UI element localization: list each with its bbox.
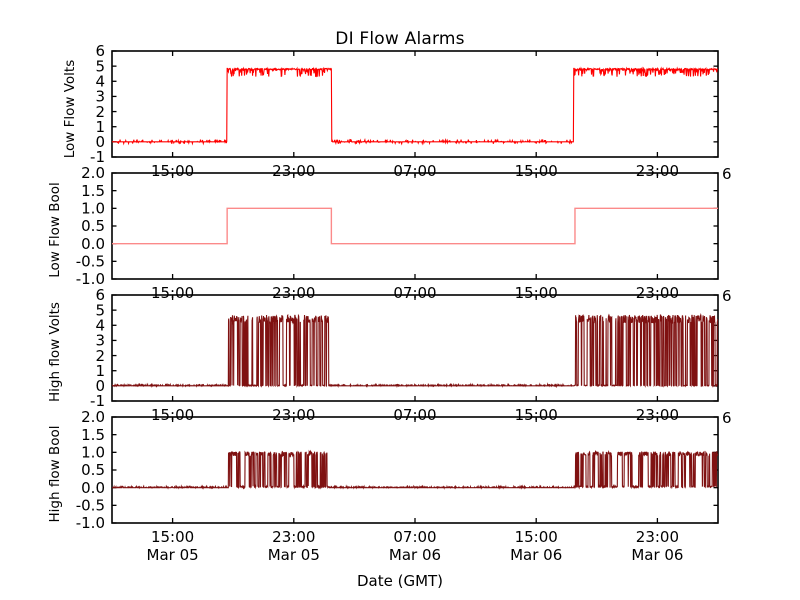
- ytick-label: 6: [95, 286, 105, 304]
- ytick-label: 0: [95, 133, 105, 151]
- ytick-label: 0: [95, 377, 105, 395]
- xtick-label-date: Mar 06: [631, 546, 683, 564]
- xtick-label-time: 15:00: [515, 406, 558, 424]
- ytick-label: 1.5: [81, 426, 105, 444]
- overflow-tick-label: 6: [722, 409, 732, 427]
- ytick-label: -0.5: [76, 497, 105, 515]
- xtick-label-time: 15:00: [515, 162, 558, 180]
- ytick-label: -0.5: [76, 253, 105, 271]
- ytick-label: 4: [95, 316, 105, 334]
- xtick-label-time: 23:00: [636, 162, 679, 180]
- ytick-label: 2.0: [81, 408, 105, 426]
- ytick-label: 2: [95, 347, 105, 365]
- ytick-label: 5: [95, 301, 105, 319]
- xtick-label-time: 23:00: [272, 528, 315, 546]
- signal-line-high-flow-volts: [112, 312, 718, 389]
- xtick-label-time: 07:00: [393, 162, 436, 180]
- xtick-label-time: 07:00: [393, 284, 436, 302]
- xtick-label-time: 15:00: [515, 284, 558, 302]
- xtick-label-time: 23:00: [636, 406, 679, 424]
- ytick-label: 6: [95, 42, 105, 60]
- ytick-label: -1.0: [76, 270, 105, 288]
- ytick-label: 0.0: [81, 479, 105, 497]
- ytick-label: 2.0: [81, 164, 105, 182]
- ytick-label: 1: [95, 362, 105, 380]
- ytick-label: 1.0: [81, 444, 105, 462]
- xtick-label-time: 15:00: [151, 406, 194, 424]
- axes-frame: [111, 172, 719, 280]
- xtick-label-time: 07:00: [393, 406, 436, 424]
- overflow-tick-label: 6: [722, 165, 732, 183]
- xtick-label-time: 23:00: [272, 406, 315, 424]
- signal-line-low-flow-volts: [112, 66, 718, 146]
- signal-line-high-flow-bool: [112, 449, 718, 490]
- xtick-label-date: Mar 06: [510, 546, 562, 564]
- ytick-label: 4: [95, 72, 105, 90]
- xtick-label-time: 15:00: [151, 162, 194, 180]
- ytick-label: 2: [95, 103, 105, 121]
- ytick-label: 1: [95, 118, 105, 136]
- xtick-label-time: 07:00: [393, 528, 436, 546]
- ytick-label: 0.5: [81, 461, 105, 479]
- axes-frame: [111, 416, 719, 524]
- xtick-label-time: 23:00: [272, 284, 315, 302]
- xtick-label-time: 15:00: [515, 528, 558, 546]
- xtick-label-date: Mar 05: [147, 546, 199, 564]
- xtick-label-time: 23:00: [636, 284, 679, 302]
- page-title: DI Flow Alarms: [335, 29, 465, 49]
- xtick-label-time: 23:00: [272, 162, 315, 180]
- ytick-label: 0.0: [81, 235, 105, 253]
- ytick-label: 3: [95, 332, 105, 350]
- xtick-label-time: 15:00: [151, 284, 194, 302]
- ytick-label: 0.5: [81, 217, 105, 235]
- xtick-label-date: Mar 06: [389, 546, 441, 564]
- overflow-tick-label: 6: [722, 287, 732, 305]
- signal-line-low-flow-bool: [112, 207, 718, 245]
- xtick-label-time: 23:00: [636, 528, 679, 546]
- ytick-label: -1: [90, 148, 105, 166]
- ytick-label: -1: [90, 392, 105, 410]
- ytick-label: 1.0: [81, 200, 105, 218]
- ytick-label: 3: [95, 88, 105, 106]
- xtick-label-date: Mar 05: [268, 546, 320, 564]
- xtick-label-time: 15:00: [151, 528, 194, 546]
- ytick-label: -1.0: [76, 514, 105, 532]
- ytick-label: 1.5: [81, 182, 105, 200]
- xlabel-date-gmt: Date (GMT): [356, 572, 444, 590]
- subplot-low-flow-bool: -1.0-0.50.00.51.01.52.0 15:00 23:00 07:00 15…: [76, 164, 732, 302]
- ytick-label: 5: [95, 57, 105, 75]
